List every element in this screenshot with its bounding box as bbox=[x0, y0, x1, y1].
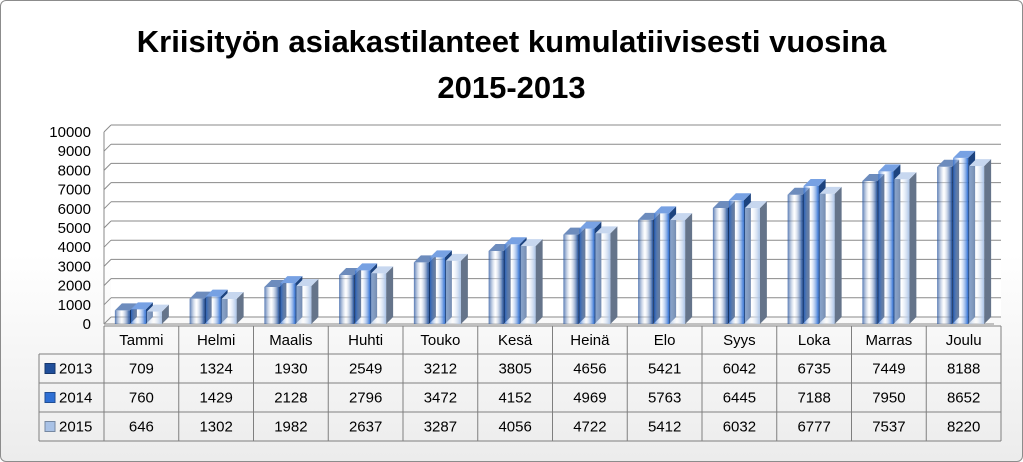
y-tick-label: 6000 bbox=[58, 201, 91, 218]
table-cell: 8220 bbox=[947, 419, 980, 436]
legend-label-2014: 2014 bbox=[59, 390, 92, 407]
table-cell: 3472 bbox=[424, 390, 457, 407]
bar-2015-Joulu bbox=[969, 159, 992, 324]
y-tick-label: 2000 bbox=[58, 278, 91, 295]
y-tick-label: 5000 bbox=[58, 220, 91, 237]
table-cell: 4152 bbox=[498, 390, 531, 407]
table-cell: 7188 bbox=[797, 390, 830, 407]
table-cell: 6042 bbox=[723, 361, 756, 378]
y-tick-label: 7000 bbox=[58, 182, 91, 199]
category-label: Huhti bbox=[348, 332, 383, 349]
y-tick-label: 10000 bbox=[49, 124, 91, 141]
table-cell: 7449 bbox=[872, 361, 905, 378]
table-cell: 4656 bbox=[573, 361, 606, 378]
table-cell: 3287 bbox=[424, 419, 457, 436]
table-cell: 4722 bbox=[573, 419, 606, 436]
bar-2015-Loka bbox=[819, 186, 842, 324]
bar-2015-Huhti bbox=[371, 266, 394, 324]
category-label: Heinä bbox=[570, 332, 610, 349]
table-cell: 1324 bbox=[199, 361, 232, 378]
table-cell: 1982 bbox=[274, 419, 307, 436]
table-cell: 2128 bbox=[274, 390, 307, 407]
category-label: Tammi bbox=[119, 332, 163, 349]
y-tick-label: 1000 bbox=[58, 297, 91, 314]
table-cell: 3805 bbox=[498, 361, 531, 378]
table-cell: 6777 bbox=[797, 419, 830, 436]
bar-2015-Touko bbox=[445, 253, 468, 324]
table-cell: 5763 bbox=[648, 390, 681, 407]
table-cell: 7537 bbox=[872, 419, 905, 436]
category-label: Joulu bbox=[946, 332, 982, 349]
table-cell: 8188 bbox=[947, 361, 980, 378]
gridline-side bbox=[103, 278, 112, 286]
gridline-side bbox=[103, 143, 112, 152]
legend-key-2013 bbox=[44, 363, 56, 374]
gridline-side bbox=[103, 124, 112, 133]
table-cell: 1302 bbox=[199, 419, 232, 436]
gridline-side bbox=[103, 297, 112, 306]
bar-2015-Tammi bbox=[146, 304, 169, 324]
category-label: Maalis bbox=[269, 332, 312, 349]
bar-2015-Elo bbox=[670, 213, 693, 324]
legend-label-2015: 2015 bbox=[59, 419, 92, 436]
table-cell: 6032 bbox=[723, 419, 756, 436]
y-axis-ticks: 0 1000 2000 3000 4000 5000 6000 7000 8000 9000 100… bbox=[49, 124, 91, 333]
category-label: Syys bbox=[723, 332, 756, 349]
bar-2015-Marras bbox=[894, 172, 917, 324]
bar-2015-Kesä bbox=[520, 239, 543, 324]
data-table: Tammi Helmi Maalis Huhti Touko Kesä Heinä Elo Sy… bbox=[38, 325, 1002, 442]
category-label: Loka bbox=[798, 332, 831, 349]
y-tick-label: 4000 bbox=[58, 239, 91, 256]
table-cell: 709 bbox=[129, 361, 154, 378]
category-label: Helmi bbox=[197, 332, 235, 349]
gridline-side bbox=[103, 239, 112, 248]
table-cell: 7950 bbox=[872, 390, 905, 407]
chart-title-line-1: Kriisityön asiakastilanteet kumulatiivis… bbox=[136, 24, 887, 59]
table-cell: 5412 bbox=[648, 419, 681, 436]
table-cell: 8652 bbox=[947, 390, 980, 407]
table-cell: 4056 bbox=[498, 419, 531, 436]
gridline-side bbox=[103, 182, 112, 190]
gridline-side bbox=[103, 259, 112, 267]
legend-label-2013: 2013 bbox=[59, 361, 92, 378]
table-cell: 2637 bbox=[349, 419, 382, 436]
gridline-side bbox=[103, 316, 112, 325]
table-cell: 1429 bbox=[199, 390, 232, 407]
table-cell: 2796 bbox=[349, 390, 382, 407]
bar-2015-Syys bbox=[744, 201, 767, 324]
category-label: Elo bbox=[654, 332, 676, 349]
y-tick-label: 8000 bbox=[58, 162, 91, 179]
table-cell: 4969 bbox=[573, 390, 606, 407]
legend-key-2014 bbox=[44, 392, 56, 403]
table-cell: 6735 bbox=[797, 361, 830, 378]
gridline-side bbox=[103, 163, 112, 171]
bar-2014-Helmi bbox=[205, 289, 228, 324]
y-tick-label: 9000 bbox=[58, 143, 91, 160]
category-label: Kesä bbox=[498, 332, 533, 349]
table-cell: 1930 bbox=[274, 361, 307, 378]
gridlines bbox=[103, 124, 1001, 325]
chart-title-line-2: 2015-2013 bbox=[437, 70, 586, 105]
table-cell: 646 bbox=[129, 419, 154, 436]
legend-key-2015 bbox=[44, 421, 56, 432]
bars bbox=[114, 150, 992, 324]
chart-title: Kriisityön asiakastilanteet kumulatiivis… bbox=[1, 19, 1022, 111]
y-tick-label: 3000 bbox=[58, 258, 91, 275]
bar-2015-Helmi bbox=[221, 292, 244, 324]
table-cell: 3212 bbox=[424, 361, 457, 378]
y-tick-label: 0 bbox=[83, 316, 91, 333]
table-cell: 2549 bbox=[349, 361, 382, 378]
table-cell: 6445 bbox=[723, 390, 756, 407]
category-label: Marras bbox=[866, 332, 913, 349]
category-label: Touko bbox=[420, 332, 460, 349]
table-cell: 760 bbox=[129, 390, 154, 407]
bar-2015-Heinä bbox=[595, 226, 618, 324]
bar-2015-Maalis bbox=[296, 278, 319, 324]
gridline-side bbox=[103, 220, 112, 229]
table-cell: 5421 bbox=[648, 361, 681, 378]
gridline-side bbox=[103, 201, 112, 210]
